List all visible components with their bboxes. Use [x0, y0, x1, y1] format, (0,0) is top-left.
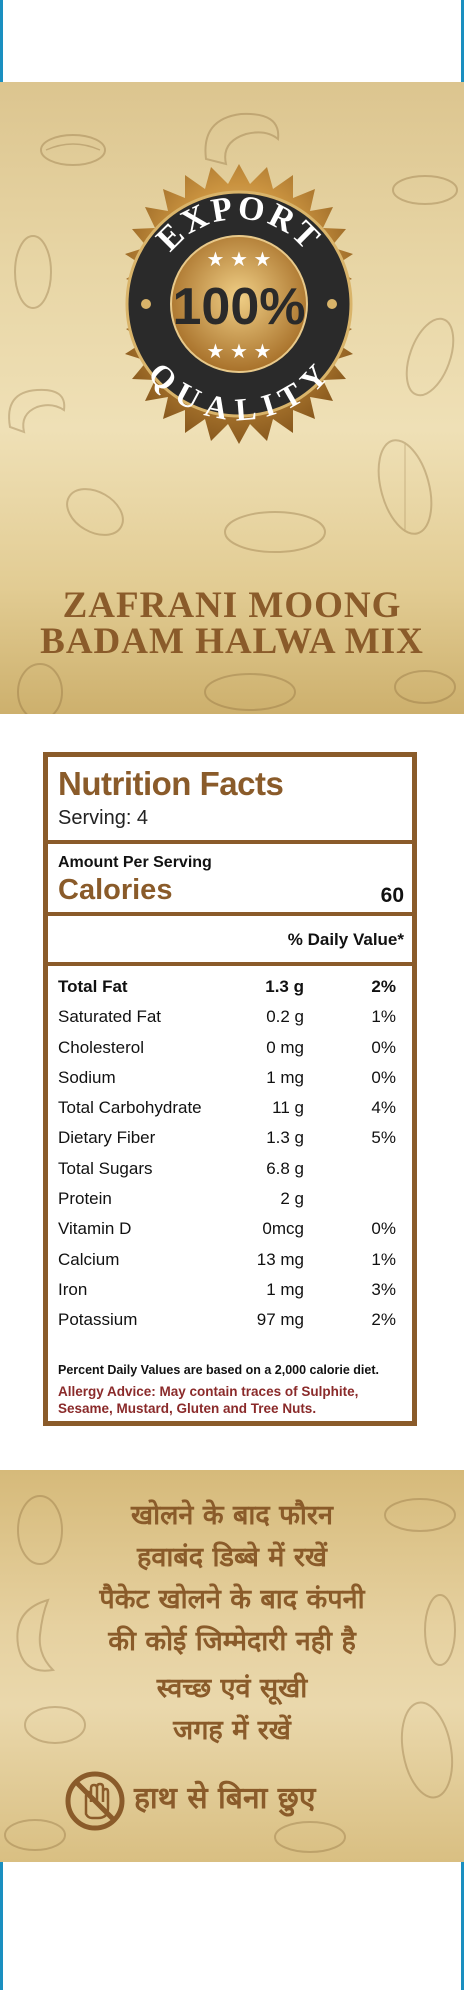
- nutrient-name: Vitamin D: [58, 1219, 132, 1239]
- nutrient-row: Potassium 97 mg 2%: [48, 1304, 412, 1334]
- almond-icon: [405, 317, 455, 397]
- nutrient-row: Vitamin D 0mcg 0%: [48, 1213, 412, 1243]
- nutrient-amount: 97 mg: [256, 1310, 304, 1330]
- nutrient-row: Iron 1 mg 3%: [48, 1274, 412, 1304]
- nutrient-amount: 2 g: [280, 1189, 304, 1209]
- almond-icon: [224, 511, 326, 553]
- product-title-line1: ZAFRANI MOONG: [62, 585, 402, 626]
- instruction-line-4: की कोई जिम्मेदारी नही है: [108, 1626, 356, 1657]
- nutrient-dv: 4%: [371, 1098, 396, 1118]
- serving-size: Serving: 4: [58, 807, 149, 829]
- label-bottom-panel: [0, 1470, 464, 1862]
- calories-label: Calories: [58, 874, 173, 906]
- calories-section: Amount Per Serving Calories 60: [48, 844, 412, 916]
- star-icon: ★ ★ ★: [207, 341, 272, 363]
- almond-icon: [204, 673, 296, 711]
- nutrient-name: Total Fat: [58, 977, 128, 996]
- nutrient-table: Total Fat 1.3 g 2% Saturated Fat 0.2 g 1% Ch…: [48, 971, 412, 1335]
- nutrient-dv: 1%: [371, 1249, 396, 1269]
- instruction-line-1: खोलने के बाद फौरन: [131, 1500, 333, 1531]
- nutrient-amount: 1.3 g: [266, 1128, 304, 1148]
- pistachio-icon: [17, 663, 63, 714]
- nutrient-dv: 2%: [371, 1310, 396, 1330]
- nutrient-amount: 11 g: [272, 1098, 304, 1118]
- pistachio-icon: [17, 1495, 63, 1565]
- nutrient-dv: 3%: [371, 1279, 396, 1299]
- almond-icon: [394, 670, 456, 704]
- left-edge-strip-bottom: [0, 1862, 3, 1990]
- instruction-line-3: पैकेट खोलने के बाद कंपनी: [99, 1584, 365, 1615]
- instruction-line-6: जगह में रखें: [173, 1715, 291, 1746]
- left-edge-strip: [0, 0, 3, 82]
- nutrient-row: Total Sugars 6.8 g: [48, 1153, 412, 1183]
- almond-icon: [40, 134, 106, 166]
- nutrient-name: Dietary Fiber: [58, 1128, 156, 1148]
- nutrient-row: Total Carbohydrate 11 g 4%: [48, 1092, 412, 1122]
- nutrient-amount: 6.8 g: [266, 1158, 304, 1178]
- calories-value: 60: [380, 884, 404, 907]
- badge-center-text: 100%: [173, 278, 306, 336]
- pistachio-icon: [24, 1706, 86, 1744]
- allergy-advice: Allergy Advice: May contain traces of Su…: [58, 1384, 359, 1416]
- nutrient-amount: 13 mg: [256, 1249, 304, 1269]
- almond-icon: [274, 1821, 346, 1853]
- pistachio-icon: [66, 488, 124, 536]
- right-edge-strip: [461, 0, 464, 82]
- nutrient-row: Calcium 13 mg 1%: [48, 1244, 412, 1274]
- nutrient-name: Total Sugars: [58, 1158, 153, 1178]
- amount-per-serving-label: Amount Per Serving: [58, 854, 212, 871]
- almond-icon: [424, 1594, 456, 1666]
- nutrient-name: Cholesterol: [58, 1037, 144, 1057]
- nutrient-dv: 2%: [371, 977, 396, 996]
- nutrient-amount: 1 mg: [266, 1067, 304, 1087]
- cashew-icon: [16, 1598, 56, 1672]
- nutrition-facts-panel: Nutrition Facts Serving: 4 Amount Per Se…: [43, 752, 417, 1426]
- nutrient-name: Total Carbohydrate: [58, 1098, 202, 1118]
- nutrient-amount: 1 mg: [266, 1279, 304, 1299]
- nutrient-dv: 5%: [371, 1128, 396, 1148]
- nutrient-dv: 0%: [371, 1219, 396, 1239]
- export-quality-badge: EXPORT QUALITY 100% ★ ★ ★ ★ ★ ★: [125, 164, 353, 444]
- nutrient-dv: 1%: [371, 1007, 396, 1027]
- nutrient-name: Potassium: [58, 1310, 138, 1330]
- nutrient-name: Sodium: [58, 1067, 116, 1087]
- instruction-line-2: हवाबंद डिब्बे में रखें: [137, 1542, 327, 1573]
- nutrient-row: Cholesterol 0 mg 0%: [48, 1032, 412, 1062]
- daily-value-label: % Daily Value*: [287, 930, 404, 949]
- nutrient-row: Saturated Fat 0.2 g 1%: [48, 1001, 412, 1031]
- daily-value-footnote: Percent Daily Values are based on a 2,00…: [58, 1363, 379, 1377]
- nutrient-amount: 0.2 g: [266, 1007, 304, 1027]
- nutrient-amount: 1.3 g: [265, 977, 304, 996]
- daily-value-header: % Daily Value*: [48, 916, 412, 966]
- nutrient-name: Saturated Fat: [58, 1007, 162, 1027]
- no-hand-touch-icon: [65, 1771, 125, 1831]
- nutrient-name: Calcium: [58, 1249, 120, 1269]
- almond-icon: [4, 1819, 66, 1851]
- nutrient-row: Protein 2 g: [48, 1183, 412, 1213]
- cashew-icon: [204, 112, 280, 166]
- nutrient-amount: 0mcg: [262, 1219, 304, 1239]
- nutrient-name: Protein: [58, 1189, 112, 1209]
- product-title-line2: BADAM HALWA MIX: [40, 621, 424, 662]
- nutrient-row: Dietary Fiber 1.3 g 5%: [48, 1122, 412, 1152]
- right-edge-strip-bottom: [461, 1862, 464, 1990]
- cashew-icon: [8, 388, 66, 434]
- almond-icon: [377, 439, 433, 535]
- nutrition-header: Nutrition Facts Serving: 4: [48, 757, 412, 844]
- nutrient-amount: 0 mg: [266, 1037, 304, 1057]
- almond-icon: [400, 1701, 454, 1799]
- pistachio-icon: [14, 235, 52, 309]
- star-icon: ★ ★ ★: [207, 249, 272, 271]
- instruction-line-5: स्वच्छ एवं सूखी: [156, 1673, 308, 1704]
- nutrient-dv: 0%: [371, 1067, 396, 1087]
- nutrient-name: Iron: [58, 1279, 88, 1299]
- almond-icon: [384, 1498, 456, 1532]
- product-title: ZAFRANI MOONG BADAM HALWA MIX: [0, 585, 464, 662]
- almond-icon: [392, 175, 458, 205]
- nutrient-row: Sodium 1 mg 0%: [48, 1062, 412, 1092]
- nutrient-row: Total Fat 1.3 g 2%: [48, 971, 412, 1001]
- nutrition-title: Nutrition Facts: [58, 765, 284, 802]
- nutrient-dv: 0%: [371, 1037, 396, 1057]
- no-touch-label: हाथ से बिना छुए: [134, 1781, 316, 1816]
